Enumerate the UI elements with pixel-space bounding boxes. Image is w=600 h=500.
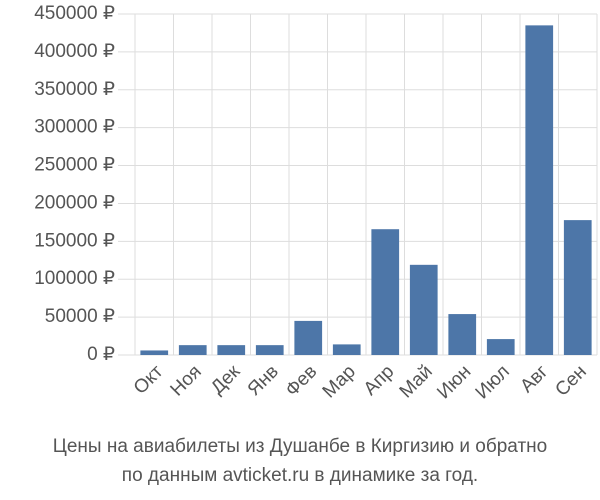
x-tick-label: Авг <box>516 361 552 397</box>
bar <box>371 229 400 355</box>
y-tick-label: 350000 ₽ <box>34 79 115 100</box>
y-tick-label: 250000 ₽ <box>34 155 115 176</box>
bar <box>332 344 361 355</box>
bar <box>217 345 246 355</box>
bar <box>255 345 284 355</box>
chart-title: по данным avticket.ru в динамике за год. <box>122 465 478 486</box>
bar <box>294 320 323 355</box>
x-tick-label: Июл <box>472 361 514 403</box>
chart-title: Цены на авиабилеты из Душанбе в Киргизию… <box>53 436 547 457</box>
x-tick-label: Мар <box>319 361 360 402</box>
x-tick-label: Июн <box>433 361 475 403</box>
y-tick-label: 300000 ₽ <box>34 117 115 138</box>
y-tick-label: 400000 ₽ <box>34 41 115 62</box>
bar <box>563 220 592 355</box>
bar <box>486 339 515 355</box>
y-tick-label: 50000 ₽ <box>45 306 115 327</box>
y-tick-label: 150000 ₽ <box>34 230 115 251</box>
bar <box>178 345 207 355</box>
x-tick-label: Окт <box>130 361 168 399</box>
x-tick-label: Дек <box>207 361 245 399</box>
x-tick-label: Ноя <box>167 361 206 400</box>
bar <box>409 264 438 355</box>
y-tick-label: 100000 ₽ <box>34 268 115 289</box>
bar <box>525 25 554 355</box>
bar <box>140 350 169 355</box>
bar <box>448 314 477 355</box>
x-tick-label: Сен <box>551 361 590 400</box>
y-tick-label: 0 ₽ <box>87 344 115 365</box>
x-tick-label: Янв <box>244 361 283 400</box>
x-tick-label: Май <box>396 361 437 402</box>
y-tick-label: 450000 ₽ <box>34 3 115 24</box>
x-tick-label: Фев <box>282 361 322 401</box>
y-tick-label: 200000 ₽ <box>34 192 115 213</box>
x-tick-label: Апр <box>360 361 399 400</box>
